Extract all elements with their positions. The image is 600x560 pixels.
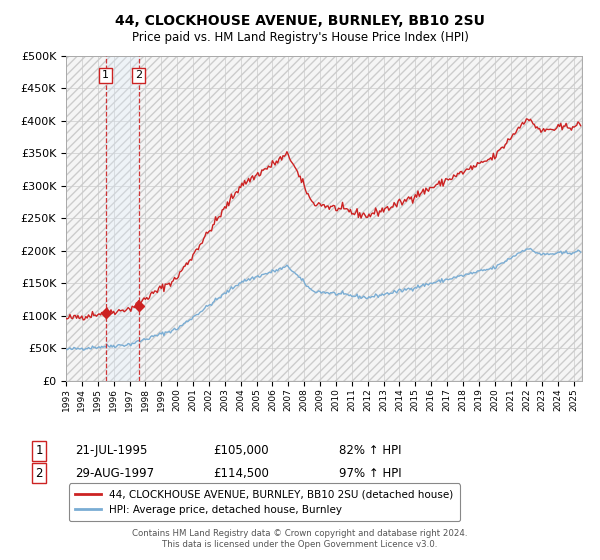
Text: 21-JUL-1995: 21-JUL-1995 bbox=[75, 444, 148, 458]
Text: 97% ↑ HPI: 97% ↑ HPI bbox=[339, 466, 401, 480]
Text: 44, CLOCKHOUSE AVENUE, BURNLEY, BB10 2SU: 44, CLOCKHOUSE AVENUE, BURNLEY, BB10 2SU bbox=[115, 14, 485, 28]
Legend: 44, CLOCKHOUSE AVENUE, BURNLEY, BB10 2SU (detached house), HPI: Average price, d: 44, CLOCKHOUSE AVENUE, BURNLEY, BB10 2SU… bbox=[68, 483, 460, 521]
Text: Contains HM Land Registry data © Crown copyright and database right 2024.
This d: Contains HM Land Registry data © Crown c… bbox=[132, 529, 468, 549]
Text: 1: 1 bbox=[102, 71, 109, 81]
Text: 82% ↑ HPI: 82% ↑ HPI bbox=[339, 444, 401, 458]
Text: Price paid vs. HM Land Registry's House Price Index (HPI): Price paid vs. HM Land Registry's House … bbox=[131, 31, 469, 44]
Text: 2: 2 bbox=[35, 466, 43, 480]
Text: 29-AUG-1997: 29-AUG-1997 bbox=[75, 466, 154, 480]
Text: £114,500: £114,500 bbox=[213, 466, 269, 480]
Text: 1: 1 bbox=[35, 444, 43, 458]
Bar bbox=[106, 56, 139, 381]
Text: 2: 2 bbox=[135, 71, 142, 81]
Text: £105,000: £105,000 bbox=[213, 444, 269, 458]
